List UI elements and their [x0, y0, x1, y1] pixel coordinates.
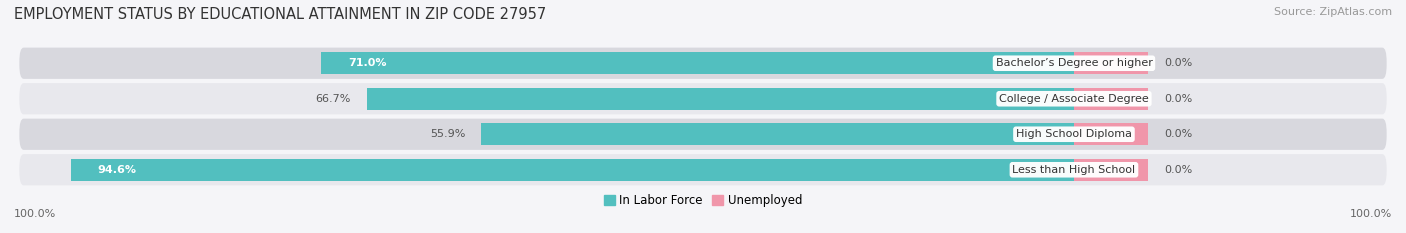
Text: 0.0%: 0.0% — [1164, 58, 1192, 68]
Bar — [481, 123, 1074, 145]
Text: 71.0%: 71.0% — [347, 58, 387, 68]
FancyBboxPatch shape — [20, 48, 1386, 79]
Bar — [322, 52, 1074, 74]
Text: 0.0%: 0.0% — [1164, 94, 1192, 104]
Bar — [1074, 88, 1149, 110]
Text: 66.7%: 66.7% — [316, 94, 352, 104]
Text: Less than High School: Less than High School — [1012, 165, 1136, 175]
Text: 100.0%: 100.0% — [14, 209, 56, 219]
Bar — [1074, 52, 1149, 74]
Bar — [367, 88, 1074, 110]
FancyBboxPatch shape — [20, 119, 1386, 150]
Text: EMPLOYMENT STATUS BY EDUCATIONAL ATTAINMENT IN ZIP CODE 27957: EMPLOYMENT STATUS BY EDUCATIONAL ATTAINM… — [14, 7, 547, 22]
Text: 94.6%: 94.6% — [98, 165, 136, 175]
Bar — [1074, 123, 1149, 145]
Text: 0.0%: 0.0% — [1164, 165, 1192, 175]
Text: Source: ZipAtlas.com: Source: ZipAtlas.com — [1274, 7, 1392, 17]
Text: 100.0%: 100.0% — [1350, 209, 1392, 219]
Text: College / Associate Degree: College / Associate Degree — [1000, 94, 1149, 104]
Text: High School Diploma: High School Diploma — [1017, 129, 1132, 139]
Text: 55.9%: 55.9% — [430, 129, 465, 139]
Bar — [1074, 159, 1149, 181]
FancyBboxPatch shape — [20, 154, 1386, 185]
Text: 0.0%: 0.0% — [1164, 129, 1192, 139]
FancyBboxPatch shape — [20, 83, 1386, 114]
Bar — [72, 159, 1074, 181]
Text: Bachelor’s Degree or higher: Bachelor’s Degree or higher — [995, 58, 1153, 68]
Legend: In Labor Force, Unemployed: In Labor Force, Unemployed — [599, 190, 807, 212]
